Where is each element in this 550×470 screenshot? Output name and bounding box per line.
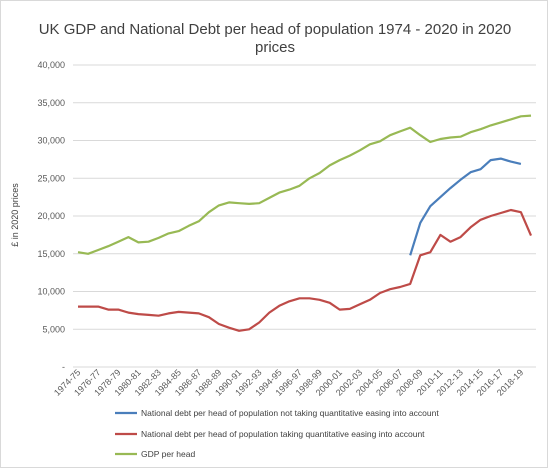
legend-label-0: National debt per head of population not… bbox=[141, 408, 439, 418]
y-tick-labels: - 5,000 10,000 15,000 20,000 25,000 30,000 35,0… bbox=[37, 60, 65, 372]
series-line-1 bbox=[78, 208, 533, 332]
y-tick-label: 30,000 bbox=[37, 136, 65, 146]
legend-label-2: GDP per head bbox=[141, 449, 195, 459]
y-tick-label: 35,000 bbox=[37, 98, 65, 108]
y-tick-label: 25,000 bbox=[37, 173, 65, 183]
y-axis-title: £ in 2020 prices bbox=[10, 183, 20, 247]
series-line-0 bbox=[409, 157, 522, 256]
y-tick-label: 40,000 bbox=[37, 60, 65, 70]
x-tick-labels: 1974-751976-771978-791980-811982-831984-… bbox=[52, 367, 525, 397]
y-tick-label: - bbox=[62, 362, 65, 372]
legend-label-1: National debt per head of population tak… bbox=[141, 429, 425, 439]
y-tick-label: 5,000 bbox=[42, 324, 65, 334]
y-tick-label: 10,000 bbox=[37, 287, 65, 297]
y-tick-label: 15,000 bbox=[37, 249, 65, 259]
series-line-2 bbox=[77, 114, 532, 255]
chart-title-line-1: UK GDP and National Debt per head of pop… bbox=[39, 21, 512, 38]
legend: National debt per head of population not… bbox=[115, 408, 439, 459]
gridlines bbox=[73, 64, 536, 368]
chart-title-line-2: prices bbox=[255, 39, 295, 56]
y-tick-label: 20,000 bbox=[37, 211, 65, 221]
series-lines bbox=[77, 114, 533, 332]
